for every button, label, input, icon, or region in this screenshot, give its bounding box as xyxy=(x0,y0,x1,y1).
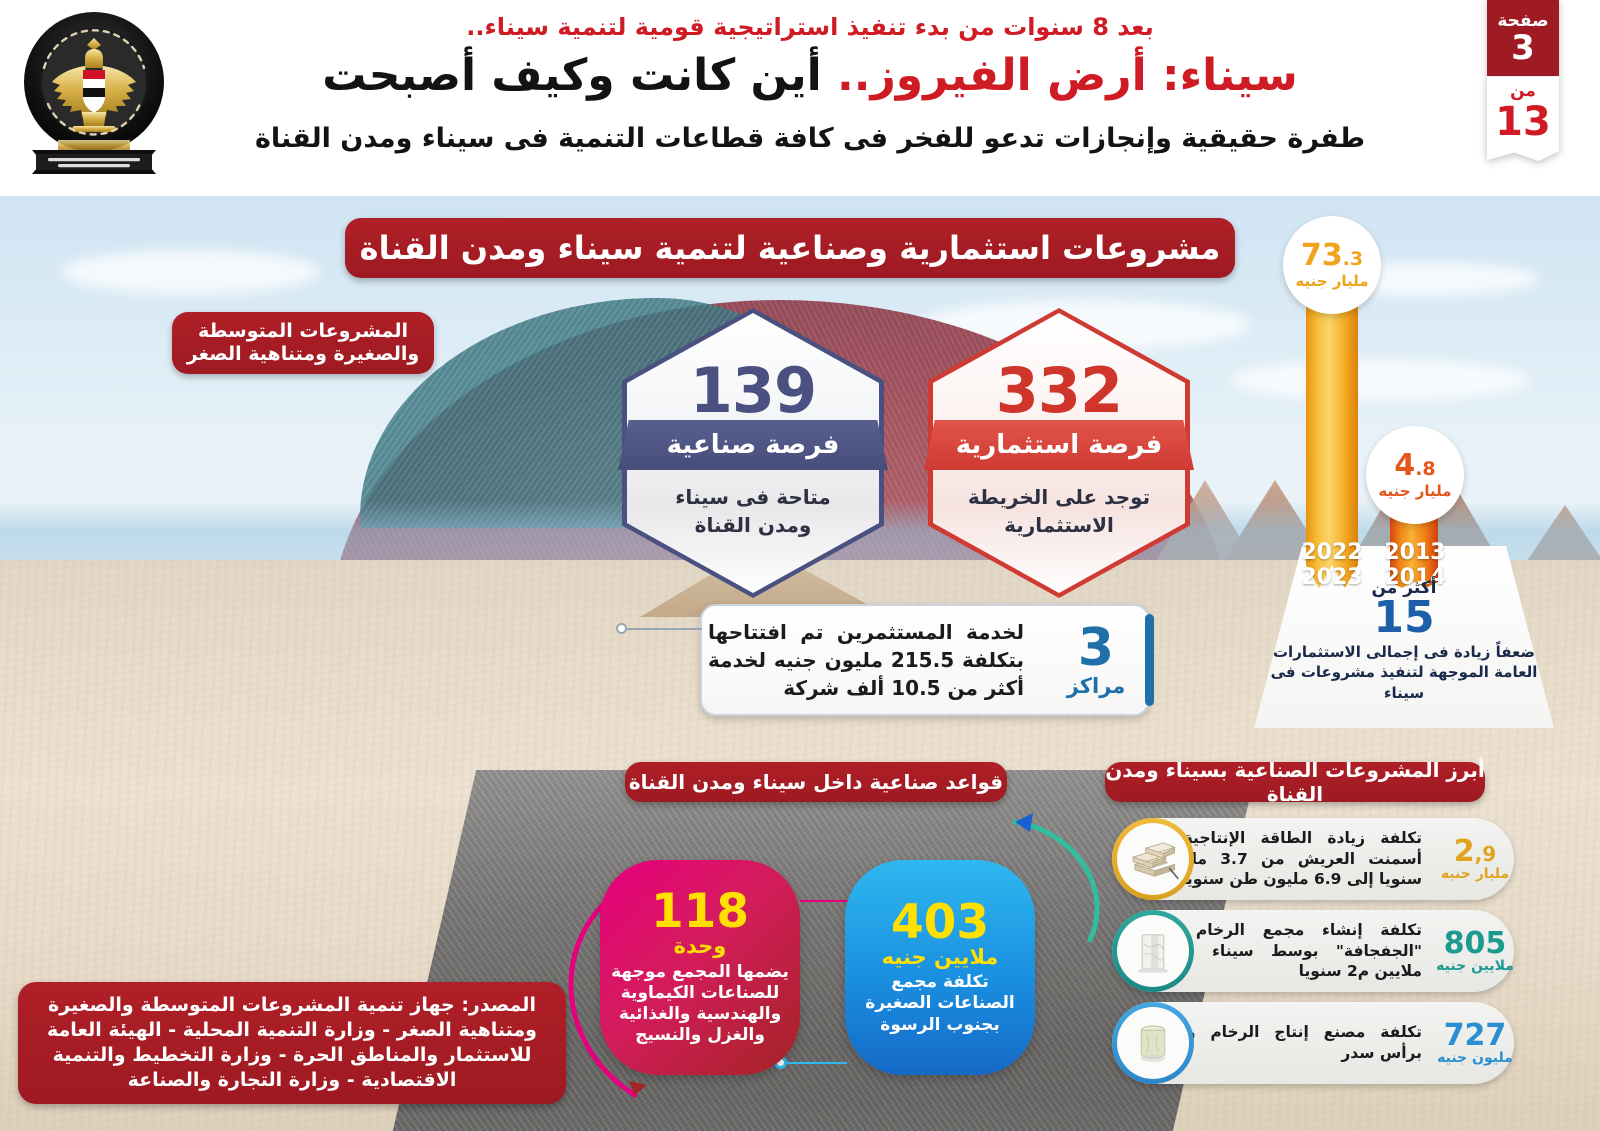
bar-2013-2014-value-bubble: 4.8 مليار جنيه xyxy=(1366,426,1464,524)
granite-value-group: 727 مليون جنيه xyxy=(1436,1020,1514,1066)
hex-industrial-number: 139 xyxy=(689,354,817,427)
units-pin-line xyxy=(800,900,858,902)
bar-2022-2023-unit: مليار جنيه xyxy=(1295,271,1369,290)
page-header: بعد 8 سنوات من بدء تنفيذ استراتيجية قومي… xyxy=(0,0,1600,196)
cloud xyxy=(60,250,320,294)
industrial-bases-banner: قواعد صناعية داخل سيناء ومدن القناة xyxy=(625,762,1007,802)
bar-2013-2014-year-label: 2013 2014 xyxy=(1384,540,1446,591)
bar-2022-2023-value: 73.3 xyxy=(1300,237,1364,273)
page-total: 13 xyxy=(1495,99,1551,146)
monument-summary-desc: ضعفاً زيادة فى إجمالى الاستثمارات العامة… xyxy=(1270,643,1538,702)
cement-value-group: 2,9 مليار جنيه xyxy=(1436,836,1514,882)
bar-2022-2023-year-label: 2022 2023 xyxy=(1301,540,1363,591)
magenta-swoosh-decoration xyxy=(568,887,647,1098)
header-kicker: بعد 8 سنوات من بدء تنفيذ استراتيجية قومي… xyxy=(466,13,1154,41)
hex-investment-number: 332 xyxy=(995,354,1123,427)
page-title-rest: أين كانت وكيف أصبحت xyxy=(322,50,838,101)
units-number: 118 xyxy=(650,884,750,940)
source-note: المصدر: جهاز تنمية المشروعات المتوسطة وا… xyxy=(18,982,566,1105)
header-subtitle: طفرة حقيقية وإنجازات تدعو للفخر فى كافة … xyxy=(254,123,1366,154)
industrial-row-marble: 805 ملايين جنيه تكلفة إنشاء مجمع الرخام … xyxy=(1112,910,1514,992)
investor-service-centers-card: 3 مراكز لخدمة المستثمرين تم افتتاحها بتك… xyxy=(616,604,1154,716)
investment-growth-monument-chart: 73.3 مليار جنيه 2022 2023 4.8 مليار جنيه… xyxy=(1218,216,1590,728)
top-industrial-projects-banner: أبرز المشروعات الصناعية بسيناء ومدن القن… xyxy=(1105,758,1485,806)
teal-swoosh-arrow xyxy=(1012,813,1100,943)
page-of-label: من xyxy=(1510,81,1536,102)
page-title-highlight: سيناء: أرض الفيروز.. xyxy=(837,50,1298,101)
units-unit: وحدة xyxy=(673,934,727,959)
hex-card-investment: 332 فرصة استثمارية توجد على الخريطة الاس… xyxy=(924,308,1194,598)
marble-slab-icon xyxy=(1117,915,1189,987)
centers-number: 3 xyxy=(1077,618,1115,678)
pin-connector-dot xyxy=(616,623,627,634)
marble-description: تكلفة إنشاء مجمع الرخام بمنطقة "الجفجافة… xyxy=(1120,920,1422,981)
cement-blocks-icon xyxy=(1117,823,1189,895)
pin-connector-line xyxy=(624,628,702,630)
granite-description: تكلفة مصنع إنتاج الرخام والجرانيت برأس س… xyxy=(1120,1023,1422,1062)
granite-cylinder-icon xyxy=(1117,1007,1189,1079)
monument-summary-number: 15 xyxy=(1373,592,1435,643)
cloud xyxy=(1230,360,1530,400)
industrial-row-cement: 2,9 مليار جنيه تكلفة زيادة الطاقة الإنتا… xyxy=(1112,818,1514,900)
marble-value-group: 805 ملايين جنيه xyxy=(1436,928,1514,974)
egypt-eagle-emblem-icon xyxy=(14,8,174,190)
monument-summary: أكثر من 15 ضعفاً زيادة فى إجمالى الاستثم… xyxy=(1262,578,1546,703)
complex-cost-number: 403 xyxy=(890,895,990,951)
hex-industrial-desc: متاحة فى سيناء ومدن القناة xyxy=(675,485,831,537)
marble-cost-number: 805 xyxy=(1443,925,1507,961)
page-title: سيناء: أرض الفيروز.. أين كانت وكيف أصبحت xyxy=(140,48,1480,103)
granite-cost-unit: مليون جنيه xyxy=(1437,1050,1513,1067)
bar-shaft xyxy=(1306,300,1358,588)
monument-summary-prefix: أكثر من xyxy=(1371,578,1437,598)
main-section-banner: مشروعات استثمارية وصناعية لتنمية سيناء و… xyxy=(345,218,1235,278)
complex-cost-desc: تكلفة مجمع الصناعات الصغيرة بجنوب الرسوة xyxy=(865,972,1015,1035)
bar-2013-2014-unit: مليار جنيه xyxy=(1378,481,1452,500)
centers-description: لخدمة المستثمرين تم افتتاحها بتكلفة 215.… xyxy=(708,620,1024,700)
industrial-row-granite: 727 مليون جنيه تكلفة مصنع إنتاج الرخام و… xyxy=(1112,1002,1514,1084)
cement-cost-number: 2,9 xyxy=(1453,833,1497,869)
page-indicator-current: صفحة 3 xyxy=(1487,0,1559,77)
centers-value-group: 3 مراكز xyxy=(1038,622,1148,698)
page-label: صفحة xyxy=(1497,11,1549,31)
hex-card-industrial: 139 فرصة صناعية متاحة فى سيناء ومدن القن… xyxy=(618,308,888,598)
hex-industrial-band: فرصة صناعية xyxy=(618,420,888,470)
centers-unit: مراكز xyxy=(1066,674,1126,698)
marble-cost-unit: ملايين جنيه xyxy=(1436,958,1514,975)
complex-pin-line xyxy=(785,1062,847,1064)
bar-2013-2014-value: 4.8 xyxy=(1394,447,1436,483)
page-indicator: صفحة 3 من 13 xyxy=(1487,0,1559,162)
page-indicator-total: من 13 xyxy=(1487,76,1559,162)
page-number: 3 xyxy=(1511,27,1535,68)
hex-investment-band: فرصة استثمارية xyxy=(924,420,1194,470)
hex-investment-desc: توجد على الخريطة الاستثمارية xyxy=(967,485,1151,537)
units-desc: يضمها المجمع موجهة للصناعات الكيماوية وا… xyxy=(611,961,789,1046)
industrial-units-card: 118 وحدة يضمها المجمع موجهة للصناعات الك… xyxy=(600,860,800,1075)
cement-cost-unit: مليار جنيه xyxy=(1440,866,1510,883)
granite-cost-number: 727 xyxy=(1443,1017,1507,1053)
small-industries-complex-card: 403 ملايين جنيه تكلفة مجمع الصناعات الصغ… xyxy=(845,860,1035,1075)
sme-section-banner: المشروعات المتوسطة والصغيرة ومتناهية الص… xyxy=(172,312,434,374)
complex-cost-unit: ملايين جنيه xyxy=(881,945,999,970)
bar-2022-2023-value-bubble: 73.3 مليار جنيه xyxy=(1283,216,1381,314)
